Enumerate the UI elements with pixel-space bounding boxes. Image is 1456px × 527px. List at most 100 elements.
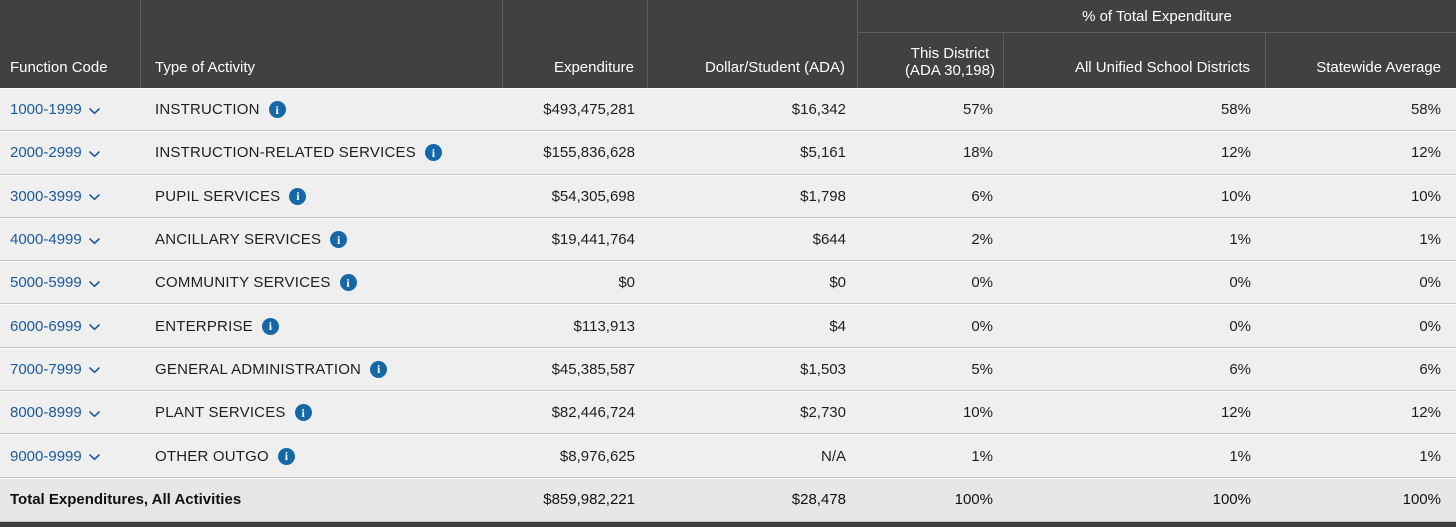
header-this-district: This District (ADA 30,198): [858, 33, 1004, 88]
total-all-unified-pct: 100%: [1212, 491, 1251, 509]
all-unified-pct: 0%: [1229, 274, 1251, 292]
function-code-label: 1000-1999: [10, 101, 82, 119]
header-pct-group: % of Total Expenditure This District (AD…: [858, 0, 1456, 88]
all-unified-pct: 10%: [1220, 187, 1251, 205]
table-body: 1000-1999 INSTRUCTION i $493,475,281 $16…: [0, 88, 1456, 478]
statewide-pct: 10%: [1410, 187, 1441, 205]
info-icon[interactable]: i: [277, 447, 295, 465]
header-function-code: Function Code: [0, 0, 141, 88]
table-footer-bar: [0, 521, 1456, 527]
table-row: 5000-5999 COMMUNITY SERVICES i $0 $0 0% …: [0, 261, 1456, 305]
statewide-pct: 0%: [1419, 317, 1441, 335]
activity-label: ANCILLARY SERVICES: [155, 231, 322, 249]
function-code-link[interactable]: 9000-9999: [10, 448, 100, 465]
table-row: 1000-1999 INSTRUCTION i $493,475,281 $16…: [0, 88, 1456, 132]
all-unified-pct: 58%: [1220, 101, 1251, 119]
header-expenditure: Expenditure: [503, 0, 648, 88]
statewide-pct: 12%: [1410, 404, 1441, 422]
chevron-down-icon: [88, 410, 100, 417]
header-statewide: Statewide Average: [1316, 59, 1441, 76]
total-this-district-pct: 100%: [954, 491, 993, 509]
statewide-pct: 1%: [1419, 447, 1441, 465]
total-label: Total Expenditures, All Activities: [10, 491, 242, 509]
chevron-down-icon: [88, 281, 100, 287]
info-icon[interactable]: i: [339, 274, 357, 292]
info-icon[interactable]: i: [370, 360, 388, 378]
info-icon[interactable]: i: [289, 187, 307, 205]
dollar-per-student-value: $16,342: [791, 101, 846, 119]
activity-label: INSTRUCTION: [155, 101, 260, 119]
info-icon[interactable]: i: [294, 404, 312, 422]
function-code-link[interactable]: 4000-4999: [10, 231, 100, 248]
dollar-per-student-value: $5,161: [800, 144, 846, 162]
statewide-pct: 12%: [1410, 144, 1441, 162]
header-pct-of-total: % of Total Expenditure: [858, 0, 1456, 33]
all-unified-pct: 12%: [1220, 404, 1251, 422]
function-code-link[interactable]: 7000-7999: [10, 361, 100, 378]
statewide-pct: 6%: [1419, 360, 1441, 378]
info-icon[interactable]: i: [261, 317, 279, 335]
expenditure-value: $493,475,281: [543, 101, 635, 119]
chevron-down-icon: [88, 324, 100, 331]
header-this-district-line2: (ADA 30,198): [904, 62, 995, 79]
table-header: Function Code Type of Activity Expenditu…: [0, 0, 1456, 88]
this-district-pct: 10%: [962, 404, 993, 422]
statewide-pct: 0%: [1419, 274, 1441, 292]
function-code-label: 2000-2999: [10, 144, 82, 162]
info-icon[interactable]: i: [424, 144, 442, 162]
table-row: 7000-7999 GENERAL ADMINISTRATION i $45,3…: [0, 347, 1456, 392]
expenditure-value: $113,913: [573, 317, 635, 335]
dollar-per-student-value: $1,503: [800, 360, 846, 378]
function-code-label: 3000-3999: [10, 187, 82, 205]
function-code-link[interactable]: 6000-6999: [10, 318, 100, 335]
header-pct-subcolumns: This District (ADA 30,198) All Unified S…: [858, 33, 1456, 88]
table-row: 2000-2999 INSTRUCTION-RELATED SERVICES i…: [0, 131, 1456, 175]
activity-label: GENERAL ADMINISTRATION: [155, 360, 362, 378]
header-type-of-activity: Type of Activity: [141, 0, 503, 88]
this-district-pct: 57%: [962, 101, 993, 119]
total-expenditure-value: $859,982,221: [543, 491, 635, 509]
this-district-pct: 1%: [971, 447, 993, 465]
function-code-label: 7000-7999: [10, 360, 82, 378]
this-district-pct: 5%: [971, 360, 993, 378]
activity-label: PLANT SERVICES: [155, 404, 286, 422]
total-dollar-per-student-value: $28,478: [791, 491, 846, 509]
function-code-link[interactable]: 5000-5999: [10, 274, 100, 291]
dollar-per-student-value: $0: [829, 274, 846, 292]
expenditure-value: $54,305,698: [551, 187, 635, 205]
function-code-label: 4000-4999: [10, 231, 82, 249]
activity-label: INSTRUCTION-RELATED SERVICES: [155, 144, 416, 162]
dollar-per-student-value: $4: [829, 317, 846, 335]
dollar-per-student-value: N/A: [820, 447, 846, 465]
dollar-per-student-value: $2,730: [800, 404, 846, 422]
total-row: Total Expenditures, All Activities $859,…: [0, 477, 1456, 522]
table-row: 8000-8999 PLANT SERVICES i $82,446,724 $…: [0, 391, 1456, 435]
function-code-link[interactable]: 2000-2999: [10, 144, 100, 161]
all-unified-pct: 1%: [1229, 231, 1251, 249]
info-icon[interactable]: i: [330, 231, 348, 249]
function-code-label: 6000-6999: [10, 317, 82, 335]
expenditure-value: $155,836,628: [543, 144, 635, 162]
function-code-link[interactable]: 1000-1999: [10, 101, 100, 118]
header-all-unified: All Unified School Districts: [1004, 33, 1266, 88]
header-dollar-student: Dollar/Student (ADA): [648, 0, 858, 88]
chevron-down-icon: [88, 367, 100, 374]
chevron-down-icon: [88, 454, 100, 461]
function-code-link[interactable]: 8000-8999: [10, 404, 100, 421]
activity-label: COMMUNITY SERVICES: [155, 274, 331, 292]
expenditure-value: $0: [618, 274, 635, 292]
expenditure-value: $19,441,764: [551, 231, 635, 249]
chevron-down-icon: [88, 151, 100, 158]
this-district-pct: 18%: [962, 144, 993, 162]
header-this-district-line1: This District: [910, 45, 990, 62]
info-icon[interactable]: i: [268, 101, 286, 119]
activity-label: OTHER OUTGO: [155, 447, 269, 465]
all-unified-pct: 12%: [1220, 144, 1251, 162]
function-code-link[interactable]: 3000-3999: [10, 188, 100, 205]
function-code-label: 9000-9999: [10, 447, 82, 465]
this-district-pct: 0%: [971, 317, 993, 335]
chevron-down-icon: [88, 107, 100, 114]
chevron-down-icon: [88, 237, 100, 244]
table-row: 3000-3999 PUPIL SERVICES i $54,305,698 $…: [0, 174, 1456, 218]
